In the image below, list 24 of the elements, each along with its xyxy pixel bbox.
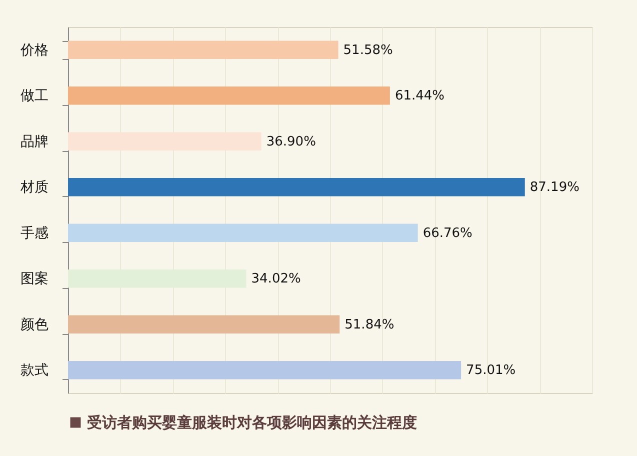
data-label: 61.44% <box>394 88 445 104</box>
data-label: 87.19% <box>530 180 580 196</box>
bar <box>68 132 262 151</box>
y-tick-label: 图案 <box>20 270 48 288</box>
bar <box>68 315 340 334</box>
y-tick-label: 颜色 <box>20 316 48 333</box>
bar <box>68 178 525 196</box>
y-tick-label: 手感 <box>20 225 48 242</box>
data-label: 51.84% <box>344 317 394 332</box>
bar <box>68 86 390 105</box>
data-label: 51.58% <box>343 42 393 58</box>
data-label: 36.90% <box>266 134 316 150</box>
bar <box>68 224 418 242</box>
y-tick-label: 做工 <box>20 88 48 104</box>
y-tick-label: 材质 <box>20 180 48 196</box>
bar <box>68 360 462 380</box>
data-label: 66.76% <box>422 226 472 241</box>
text: 受访者购买婴童服装时对各项影响因素的关注程度 <box>86 414 417 432</box>
y-tick-label: 款式 <box>20 362 48 379</box>
data-label: 34.02% <box>251 272 301 287</box>
data-label: 75.01% <box>466 363 516 378</box>
y-tick-label: 品牌 <box>20 134 48 150</box>
y-tick-label: 价格 <box>20 42 48 58</box>
bar <box>68 40 338 60</box>
